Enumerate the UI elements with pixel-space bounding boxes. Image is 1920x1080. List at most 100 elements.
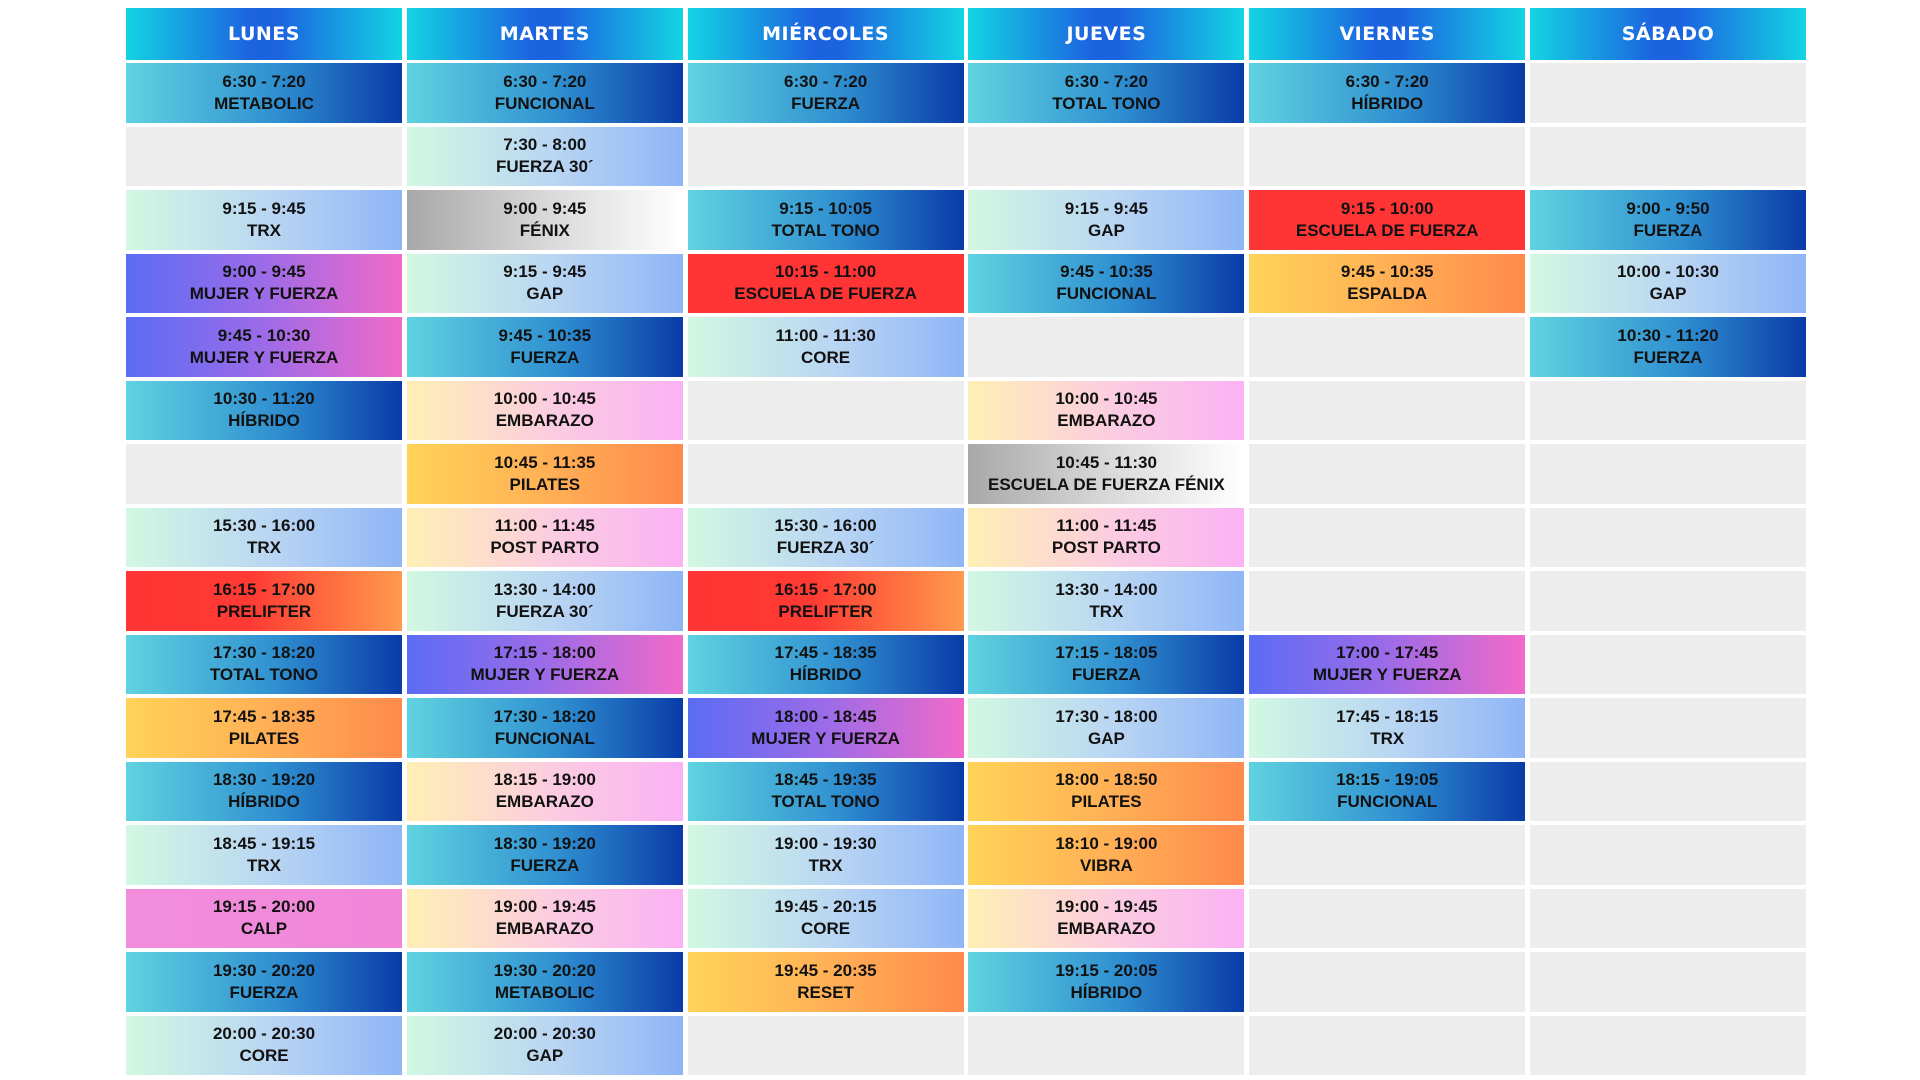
class-slot[interactable]: 18:00 - 18:45 MUJER Y FUERZA: [687, 698, 964, 758]
empty-slot: [1249, 1015, 1526, 1075]
class-slot[interactable]: 19:00 - 19:30 TRX: [687, 825, 964, 885]
class-time: 18:00 - 18:45: [774, 706, 877, 726]
class-slot[interactable]: 17:15 - 18:05 FUERZA: [968, 634, 1245, 694]
class-time: 10:30 - 11:20: [1617, 325, 1719, 345]
empty-slot: [1249, 507, 1526, 567]
class-slot[interactable]: 7:30 - 8:00 FUERZA 30´: [406, 126, 683, 186]
class-name: TRX: [247, 538, 281, 558]
class-slot[interactable]: 15:30 - 16:00 FUERZA 30´: [687, 507, 964, 567]
class-slot[interactable]: 11:00 - 11:45 POST PARTO: [968, 507, 1245, 567]
class-name: GAP: [1087, 728, 1125, 748]
class-slot[interactable]: 18:30 - 19:20 FUERZA: [406, 825, 683, 885]
class-name: FUERZA: [510, 855, 580, 875]
class-time: 19:45 - 20:15: [774, 897, 877, 917]
class-slot[interactable]: 19:45 - 20:15 CORE: [687, 888, 964, 948]
class-slot[interactable]: 9:15 - 9:45 GAP: [968, 190, 1245, 250]
class-slot[interactable]: 20:00 - 20:30 GAP: [406, 1015, 683, 1075]
day-header: LUNES: [126, 8, 402, 60]
class-slot[interactable]: 19:00 - 19:45 EMBARAZO: [968, 888, 1245, 948]
class-slot[interactable]: 18:00 - 18:50 PILATES: [968, 761, 1245, 821]
empty-slot: [1529, 952, 1806, 1012]
class-name: EMBARAZO: [495, 792, 594, 812]
class-slot[interactable]: 9:45 - 10:35 ESPALDA: [1249, 253, 1526, 313]
empty-slot: [687, 380, 964, 440]
class-slot[interactable]: 9:00 - 9:50 FUERZA: [1529, 190, 1806, 250]
class-time: 18:10 - 19:00: [1055, 833, 1158, 853]
class-name: GAP: [1087, 220, 1125, 240]
class-slot[interactable]: 18:15 - 19:05 FUNCIONAL: [1249, 761, 1526, 821]
class-slot[interactable]: 18:45 - 19:35 TOTAL TONO: [687, 761, 964, 821]
class-slot[interactable]: 18:30 - 19:20 HÍBRIDO: [126, 761, 402, 821]
class-slot[interactable]: 16:15 - 17:00 PRELIFTER: [126, 571, 402, 631]
class-slot[interactable]: 9:00 - 9:45 FÉNIX: [406, 190, 683, 250]
class-slot[interactable]: 17:45 - 18:35 PILATES: [126, 698, 402, 758]
class-name: PILATES: [228, 728, 300, 748]
class-time: 6:30 - 7:20: [1064, 71, 1148, 91]
class-slot[interactable]: 19:45 - 20:35 RESET: [687, 952, 964, 1012]
class-slot[interactable]: 17:45 - 18:15 TRX: [1249, 698, 1526, 758]
class-slot[interactable]: 6:30 - 7:20 HÍBRIDO: [1249, 63, 1526, 123]
class-slot[interactable]: 10:00 - 10:45 EMBARAZO: [406, 380, 683, 440]
class-slot[interactable]: 16:15 - 17:00 PRELIFTER: [687, 571, 964, 631]
class-slot[interactable]: 17:45 - 18:35 HÍBRIDO: [687, 634, 964, 694]
class-time: 9:45 - 10:30: [217, 325, 311, 345]
class-slot[interactable]: 9:45 - 10:35 FUNCIONAL: [968, 253, 1245, 313]
class-slot[interactable]: 18:45 - 19:15 TRX: [126, 825, 402, 885]
class-slot[interactable]: 19:15 - 20:00 CALP: [126, 888, 402, 948]
class-slot[interactable]: 6:30 - 7:20 METABOLIC: [126, 63, 402, 123]
class-slot[interactable]: 17:15 - 18:00 MUJER Y FUERZA: [406, 634, 683, 694]
class-name: HÍBRIDO: [789, 665, 862, 685]
class-slot[interactable]: 18:15 - 19:00 EMBARAZO: [406, 761, 683, 821]
class-slot[interactable]: 15:30 - 16:00 TRX: [126, 507, 402, 567]
class-name: MUJER Y FUERZA: [189, 347, 339, 367]
class-time: 6:30 - 7:20: [503, 71, 587, 91]
class-slot[interactable]: 17:30 - 18:00 GAP: [968, 698, 1245, 758]
class-slot[interactable]: 10:00 - 10:30 GAP: [1529, 253, 1806, 313]
class-slot[interactable]: 9:15 - 10:00 ESCUELA DE FUERZA: [1249, 190, 1526, 250]
class-slot[interactable]: 13:30 - 14:00 FUERZA 30´: [406, 571, 683, 631]
class-slot[interactable]: 6:30 - 7:20 TOTAL TONO: [968, 63, 1245, 123]
class-name: GAP: [526, 1046, 564, 1066]
class-slot[interactable]: 11:00 - 11:30 CORE: [687, 317, 964, 377]
class-slot[interactable]: 10:45 - 11:30 ESCUELA DE FUERZA FÉNIX: [968, 444, 1245, 504]
class-slot[interactable]: 19:30 - 20:20 METABOLIC: [406, 952, 683, 1012]
class-slot[interactable]: 19:30 - 20:20 FUERZA: [126, 952, 402, 1012]
class-name: ESCUELA DE FUERZA: [1295, 220, 1479, 240]
class-name: FUERZA 30´: [495, 601, 594, 621]
class-slot[interactable]: 19:15 - 20:05 HÍBRIDO: [968, 952, 1245, 1012]
class-time: 11:00 - 11:30: [775, 325, 876, 345]
class-slot[interactable]: 13:30 - 14:00 TRX: [968, 571, 1245, 631]
class-slot[interactable]: 10:45 - 11:35 PILATES: [406, 444, 683, 504]
class-slot[interactable]: 17:30 - 18:20 TOTAL TONO: [126, 634, 402, 694]
class-slot[interactable]: 11:00 - 11:45 POST PARTO: [406, 507, 683, 567]
class-slot[interactable]: 10:30 - 11:20 HÍBRIDO: [126, 380, 402, 440]
class-slot[interactable]: 6:30 - 7:20 FUNCIONAL: [406, 63, 683, 123]
class-slot[interactable]: 10:30 - 11:20 FUERZA: [1529, 317, 1806, 377]
class-time: 19:00 - 19:30: [774, 833, 877, 853]
class-time: 10:00 - 10:30: [1616, 262, 1720, 282]
class-slot[interactable]: 9:45 - 10:35 FUERZA: [406, 317, 683, 377]
class-slot[interactable]: 9:00 - 9:45 MUJER Y FUERZA: [126, 253, 402, 313]
class-slot[interactable]: 10:00 - 10:45 EMBARAZO: [968, 380, 1245, 440]
class-slot[interactable]: 10:15 - 11:00 ESCUELA DE FUERZA: [687, 253, 964, 313]
class-name: RESET: [797, 982, 854, 1002]
class-slot[interactable]: 6:30 - 7:20 FUERZA: [687, 63, 964, 123]
class-slot[interactable]: 9:15 - 9:45 GAP: [406, 253, 683, 313]
class-slot[interactable]: 9:15 - 10:05 TOTAL TONO: [687, 190, 964, 250]
class-time: 17:45 - 18:35: [774, 643, 877, 663]
class-name: FUNCIONAL: [1337, 792, 1438, 812]
class-slot[interactable]: 18:10 - 19:00 VIBRA: [968, 825, 1245, 885]
class-slot[interactable]: 20:00 - 20:30 CORE: [126, 1015, 402, 1075]
day-column-4: VIERNES 6:30 - 7:20 HÍBRIDO 9:15 - 10:00 ESC…: [1249, 8, 1526, 1079]
class-slot[interactable]: 9:15 - 9:45 TRX: [126, 190, 402, 250]
class-time: 11:00 - 11:45: [1056, 516, 1157, 536]
class-name: GAP: [526, 284, 564, 304]
class-slot[interactable]: 19:00 - 19:45 EMBARAZO: [406, 888, 683, 948]
class-time: 18:30 - 19:20: [212, 770, 316, 790]
day-column-5: SÁBADO 9:00 - 9:50 FUERZA 10:00 - 10:30 GAP 1…: [1529, 8, 1806, 1079]
class-slot[interactable]: 17:00 - 17:45 MUJER Y FUERZA: [1249, 634, 1526, 694]
class-time: 11:00 - 11:45: [494, 516, 595, 536]
class-time: 19:30 - 20:20: [493, 960, 596, 980]
class-slot[interactable]: 9:45 - 10:30 MUJER Y FUERZA: [126, 317, 402, 377]
class-slot[interactable]: 17:30 - 18:20 FUNCIONAL: [406, 698, 683, 758]
